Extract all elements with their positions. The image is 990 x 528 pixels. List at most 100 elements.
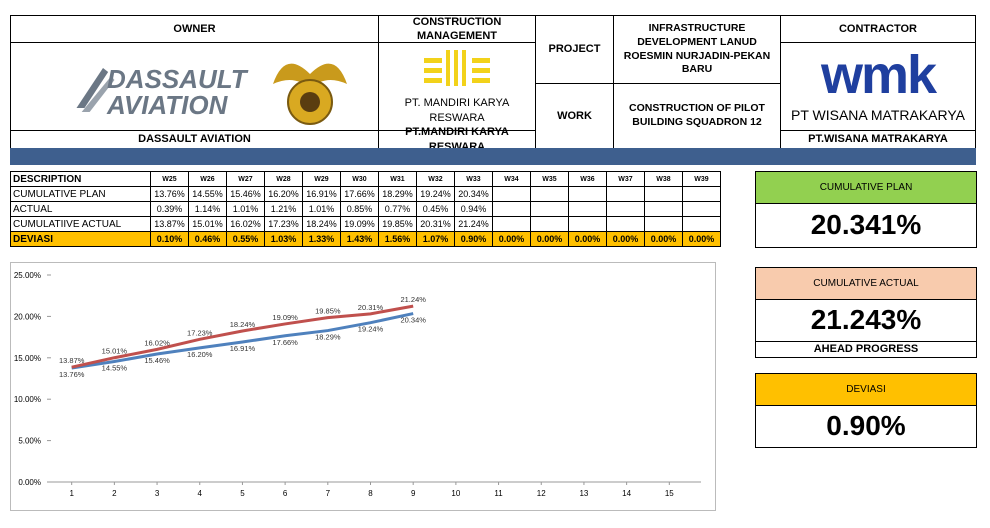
mandiri-logo — [424, 50, 490, 87]
table-cell: 18.24% — [302, 216, 341, 232]
data-label: 13.87% — [59, 356, 85, 365]
table-cell — [644, 216, 683, 232]
owner-title: OWNER — [10, 15, 379, 43]
x-tick-label: 7 — [326, 489, 331, 498]
table-cell: 13.76% — [150, 186, 189, 202]
y-tick-label: 5.00% — [18, 437, 41, 446]
table-cell — [568, 186, 607, 202]
table-cell: 19.24% — [416, 186, 455, 202]
work-text: CONSTRUCTION OF PILOT BUILDING SQUADRON … — [613, 83, 781, 149]
table-cell: 0.00% — [682, 231, 721, 247]
wmk-text: PT WISANA MATRAKARYA — [790, 107, 965, 124]
table-cell: 16.20% — [264, 186, 303, 202]
table-cell: 1.21% — [264, 201, 303, 217]
table-cell — [606, 216, 645, 232]
table-cell: 0.77% — [378, 201, 417, 217]
column-header: W25 — [150, 171, 189, 187]
row-label: CUMULATIVE PLAN — [10, 186, 151, 202]
chart-frame: 0.00% 5.00% 10.00% 15.00% 20.00% 25.00% 1 2 3 4 5 6… — [10, 262, 716, 511]
x-tick-label: 5 — [240, 489, 245, 498]
data-label: 21.24% — [400, 295, 426, 304]
table-cell — [644, 201, 683, 217]
owner-logo-cell: DASSAULT AVIATION — [10, 42, 379, 131]
cm-logo-cell: PT. MANDIRI KARYA RESWARA — [378, 42, 536, 131]
x-tick-label: 4 — [198, 489, 203, 498]
dassault-line1: DASSAULT — [107, 64, 249, 94]
table-cell — [682, 186, 721, 202]
dassault-emblem — [75, 67, 114, 112]
column-header: W35 — [530, 171, 569, 187]
data-label: 15.01% — [102, 347, 128, 356]
table-cell: 14.55% — [188, 186, 227, 202]
table-cell: 0.39% — [150, 201, 189, 217]
table-cell: 1.56% — [378, 231, 417, 247]
air-force-emblem — [272, 63, 347, 125]
table-cell: 1.43% — [340, 231, 379, 247]
table-cell: 21.24% — [454, 216, 493, 232]
kpi-value: 20.341% — [755, 203, 977, 248]
table-cell: 15.46% — [226, 186, 265, 202]
kpi-note: AHEAD PROGRESS — [755, 341, 977, 358]
contractor-logo-cell: wmk PT WISANA MATRAKARYA — [780, 42, 976, 131]
table-cell: 15.01% — [188, 216, 227, 232]
cm-name: PT.MANDIRI KARYA RESWARA — [378, 126, 536, 153]
row-label: CUMULATIIVE ACTUAL — [10, 216, 151, 232]
data-label: 17.66% — [272, 338, 298, 347]
column-header: W28 — [264, 171, 303, 187]
table-cell: 1.07% — [416, 231, 455, 247]
data-label: 20.31% — [358, 303, 384, 312]
column-header: DESCRIPTION — [10, 171, 151, 187]
table-cell: 0.55% — [226, 231, 265, 247]
column-header: W34 — [492, 171, 531, 187]
data-label: 16.20% — [187, 350, 213, 359]
column-header: W30 — [340, 171, 379, 187]
table-cell: 0.00% — [606, 231, 645, 247]
data-label: 18.29% — [315, 333, 341, 342]
contractor-title: CONTRACTOR — [780, 15, 976, 43]
x-tick-label: 12 — [537, 489, 546, 498]
table-cell — [492, 216, 531, 232]
x-tick-label: 10 — [451, 489, 460, 498]
y-tick-label: 25.00% — [14, 271, 41, 280]
table-cell: 1.14% — [188, 201, 227, 217]
x-tick-label: 6 — [283, 489, 288, 498]
y-tick-label: 20.00% — [14, 312, 41, 321]
column-header: W33 — [454, 171, 493, 187]
data-label: 13.76% — [59, 370, 85, 379]
column-header: W32 — [416, 171, 455, 187]
table-cell: 0.85% — [340, 201, 379, 217]
data-label: 15.46% — [144, 356, 170, 365]
series-line — [71, 304, 414, 369]
table-cell: 16.91% — [302, 186, 341, 202]
column-header: W39 — [682, 171, 721, 187]
table-cell: 1.03% — [264, 231, 303, 247]
table-cell: 0.00% — [644, 231, 683, 247]
project-text: INFRASTRUCTURE DEVELOPMENT LANUD ROESMIN… — [613, 15, 781, 84]
kpi-value: 0.90% — [755, 405, 977, 448]
dassault-line2: AVIATION — [106, 90, 229, 120]
table-cell: 19.09% — [340, 216, 379, 232]
column-header: W37 — [606, 171, 645, 187]
wmk-mark: wmk — [820, 45, 937, 106]
data-label: 20.34% — [400, 316, 426, 325]
contractor-name: PT.WISANA MATRAKARYA — [780, 130, 976, 149]
y-tick-label: 0.00% — [18, 478, 41, 487]
x-tick-label: 1 — [69, 489, 74, 498]
column-header: W26 — [188, 171, 227, 187]
x-tick-label: 15 — [665, 489, 674, 498]
table-cell — [530, 216, 569, 232]
table-cell: 1.01% — [226, 201, 265, 217]
table-cell: 20.34% — [454, 186, 493, 202]
row-label: ACTUAL — [10, 201, 151, 217]
table-cell — [682, 201, 721, 217]
table-cell: 20.31% — [416, 216, 455, 232]
table-cell: 0.00% — [492, 231, 531, 247]
table-cell: 1.33% — [302, 231, 341, 247]
y-tick-label: 15.00% — [14, 354, 41, 363]
column-header: W36 — [568, 171, 607, 187]
table-cell: 0.00% — [530, 231, 569, 247]
row-label: DEVIASI — [10, 231, 151, 247]
table-cell: 0.90% — [454, 231, 493, 247]
data-label: 16.02% — [144, 338, 170, 347]
series-line — [71, 312, 414, 370]
